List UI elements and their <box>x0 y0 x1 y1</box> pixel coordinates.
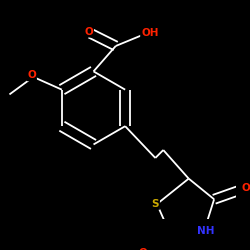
Text: O: O <box>27 70 36 80</box>
Text: OH: OH <box>141 28 158 38</box>
Text: O: O <box>138 248 147 250</box>
Text: O: O <box>242 183 250 193</box>
Text: NH: NH <box>198 226 215 236</box>
Text: S: S <box>152 199 159 209</box>
Text: O: O <box>84 27 93 37</box>
